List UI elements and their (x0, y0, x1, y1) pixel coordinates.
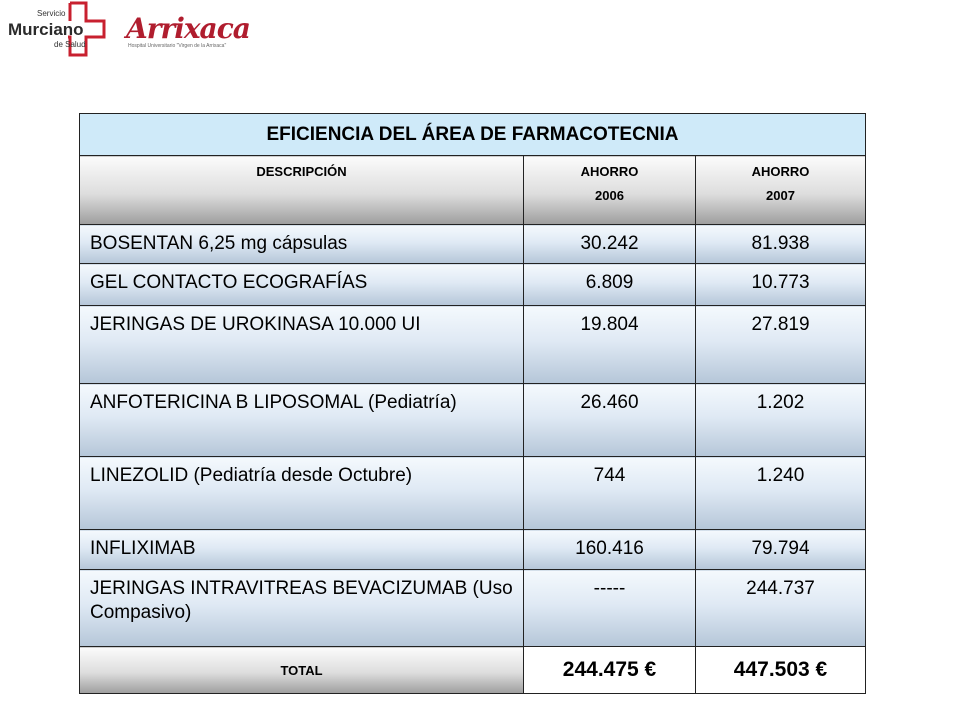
table-row: GEL CONTACTO ECOGRAFÍAS 6.809 10.773 (79, 263, 867, 306)
cell-ahorro-2006: 744 (523, 456, 696, 530)
table-row: INFLIXIMAB 160.416 79.794 (79, 529, 867, 570)
table-row: JERINGAS INTRAVITREAS BEVACIZUMAB (Uso C… (79, 569, 867, 647)
total-ahorro-2007: 447.503 € (694, 646, 867, 694)
table-title: EFICIENCIA DEL ÁREA DE FARMACOTECNIA (78, 113, 867, 156)
cell-description: LINEZOLID (Pediatría desde Octubre) (79, 456, 524, 530)
cell-ahorro-2006: 30.242 (523, 224, 696, 264)
total-ahorro-2006: 244.475 € (523, 646, 696, 694)
cell-ahorro-2007: 10.773 (694, 263, 867, 306)
total-label: TOTAL (79, 646, 524, 694)
cell-ahorro-2007: 244.737 (694, 569, 867, 647)
table-row: BOSENTAN 6,25 mg cápsulas 30.242 81.938 (79, 224, 867, 264)
cell-ahorro-2006: 160.416 (523, 529, 696, 570)
table-header-row: DESCRIPCIÓN AHORRO 2006 AHORRO 2007 (79, 155, 867, 225)
header-ahorro-2007-line1: AHORRO (751, 164, 810, 179)
arrixaca-logo: Arrixaca Hospital Universitario "Virgen … (124, 12, 251, 56)
header-ahorro-2006-line2: 2006 (595, 188, 624, 203)
arrixaca-subtitle: Hospital Universitario "Virgen de la Arr… (128, 43, 227, 49)
table-row: ANFOTERICINA B LIPOSOMAL (Pediatría) 26.… (79, 383, 867, 457)
cell-description: INFLIXIMAB (79, 529, 524, 570)
cell-ahorro-2006: ----- (523, 569, 696, 647)
table-row: JERINGAS DE UROKINASA 10.000 UI 19.804 2… (79, 305, 867, 384)
cell-ahorro-2007: 27.819 (694, 305, 867, 384)
header-description: DESCRIPCIÓN (79, 155, 524, 225)
cell-description: GEL CONTACTO ECOGRAFÍAS (79, 263, 524, 306)
header-ahorro-2007-line2: 2007 (766, 188, 795, 203)
header-description-label: DESCRIPCIÓN (256, 164, 347, 179)
cell-description: JERINGAS DE UROKINASA 10.000 UI (79, 305, 524, 384)
cell-ahorro-2007: 1.202 (694, 383, 867, 457)
logo-main-text: Murciano (8, 20, 84, 39)
efficiency-table: EFICIENCIA DEL ÁREA DE FARMACOTECNIA DES… (78, 113, 867, 694)
cell-ahorro-2007: 79.794 (694, 529, 867, 570)
cell-ahorro-2007: 81.938 (694, 224, 867, 264)
table-title-row: EFICIENCIA DEL ÁREA DE FARMACOTECNIA (78, 113, 867, 156)
cell-ahorro-2006: 6.809 (523, 263, 696, 306)
logo-small-text-bottom: de Salud (54, 40, 86, 49)
table-total-row: TOTAL 244.475 € 447.503 € (79, 646, 867, 694)
cell-description: BOSENTAN 6,25 mg cápsulas (79, 224, 524, 264)
header-ahorro-2006-line1: AHORRO (580, 164, 639, 179)
arrixaca-wordmark: Arrixaca (126, 12, 251, 45)
header-ahorro-2006: AHORRO 2006 (523, 155, 696, 225)
servicio-murciano-logo: Servicio Murciano de Salud (6, 0, 116, 62)
header-ahorro-2007: AHORRO 2007 (694, 155, 867, 225)
cell-ahorro-2006: 26.460 (523, 383, 696, 457)
table-row: LINEZOLID (Pediatría desde Octubre) 744 … (79, 456, 867, 530)
logo-small-text-top: Servicio (37, 9, 66, 18)
cell-description: JERINGAS INTRAVITREAS BEVACIZUMAB (Uso C… (79, 569, 524, 647)
cell-ahorro-2006: 19.804 (523, 305, 696, 384)
cell-description: ANFOTERICINA B LIPOSOMAL (Pediatría) (79, 383, 524, 457)
cell-ahorro-2007: 1.240 (694, 456, 867, 530)
medical-cross-icon (68, 1, 106, 57)
